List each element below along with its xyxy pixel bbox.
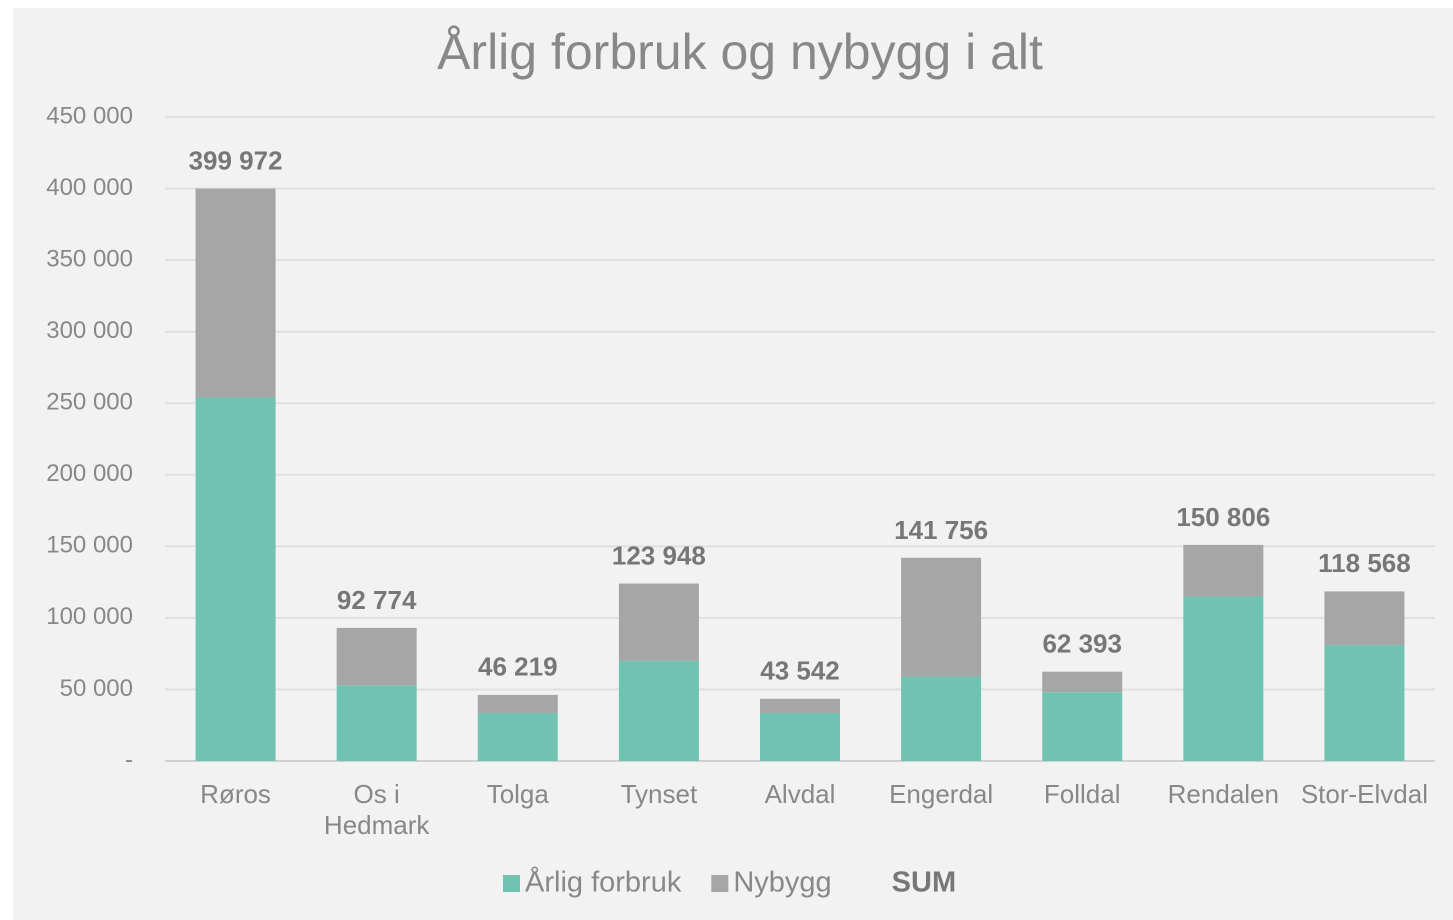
bar-segment [1324, 645, 1405, 761]
y-tick-label: 200 000 [46, 460, 133, 487]
sum-label: 123 948 [612, 540, 706, 570]
legend-label: Årlig forbruk [525, 866, 682, 899]
y-tick-label: - [125, 746, 133, 773]
sum-label: 399 972 [189, 145, 283, 175]
x-tick-label: Rendalen [1167, 779, 1279, 809]
x-tick-label-box: Alvdal [764, 779, 836, 809]
bar-segment [477, 713, 558, 761]
bar-segment [618, 583, 699, 661]
x-tick-label: Røros [200, 779, 271, 809]
x-tick-label-box: Tolga [486, 779, 549, 809]
legend-swatch [711, 875, 729, 892]
x-tick-label: Alvdal [764, 779, 836, 809]
bar-segment [760, 713, 840, 761]
bar-segment [901, 676, 982, 761]
sum-label: 46 219 [478, 652, 558, 682]
y-tick-label: 300 000 [46, 317, 133, 344]
x-tick-label: Tynset [620, 779, 698, 809]
sum-label: 141 756 [894, 515, 988, 545]
x-tick-label-box: Rendalen [1167, 779, 1279, 809]
legend-label: SUM [892, 867, 956, 899]
legend-label: Nybygg [733, 867, 831, 899]
x-tick-label-box: Os i Hedmark [323, 779, 430, 840]
x-tick-label-box: Tynset [620, 779, 698, 809]
bar-segment [1042, 692, 1123, 761]
x-tick-label: Os i Hedmark [323, 779, 430, 840]
y-tick-label: 250 000 [46, 389, 133, 416]
y-tick-label: 350 000 [46, 245, 133, 272]
bar-segment [336, 685, 417, 761]
x-tick-label: Stor-Elvdal [1300, 779, 1428, 809]
bar-segment [1042, 671, 1123, 693]
x-tick-label: Engerdal [889, 779, 994, 809]
sum-label: 92 774 [337, 585, 417, 615]
y-tick-label: 400 000 [46, 174, 133, 201]
bar-segment [901, 557, 982, 677]
chart-title: Årlig forbruk og nybygg i alt [437, 24, 1043, 80]
y-tick-label: 150 000 [46, 532, 133, 559]
bar-segment [477, 694, 558, 714]
x-tick-label-box: Engerdal [889, 779, 994, 809]
x-tick-label-box: Stor-Elvdal [1300, 779, 1428, 809]
y-tick-label: 450 000 [46, 102, 133, 129]
sum-label: 150 806 [1176, 502, 1270, 532]
bar-segment [195, 397, 276, 761]
bar-segment [760, 698, 840, 714]
x-tick-label: Tolga [486, 779, 549, 809]
y-tick-label: 50 000 [60, 675, 133, 702]
bar-segment [1183, 596, 1264, 761]
bar-segment [195, 188, 276, 398]
sum-label: 43 542 [760, 656, 840, 686]
bar-segment [618, 660, 699, 761]
sum-label: 62 393 [1042, 629, 1122, 659]
x-tick-label-box: Røros [200, 779, 271, 809]
bar-segment [336, 627, 417, 686]
legend-swatch [503, 875, 520, 892]
sum-label: 118 568 [1318, 548, 1411, 578]
x-tick-label: Folldal [1043, 779, 1121, 809]
bar-segment [1183, 544, 1264, 597]
bar-segment [1324, 591, 1405, 646]
y-tick-label: 100 000 [46, 603, 133, 630]
x-tick-label-box: Folldal [1043, 779, 1121, 809]
